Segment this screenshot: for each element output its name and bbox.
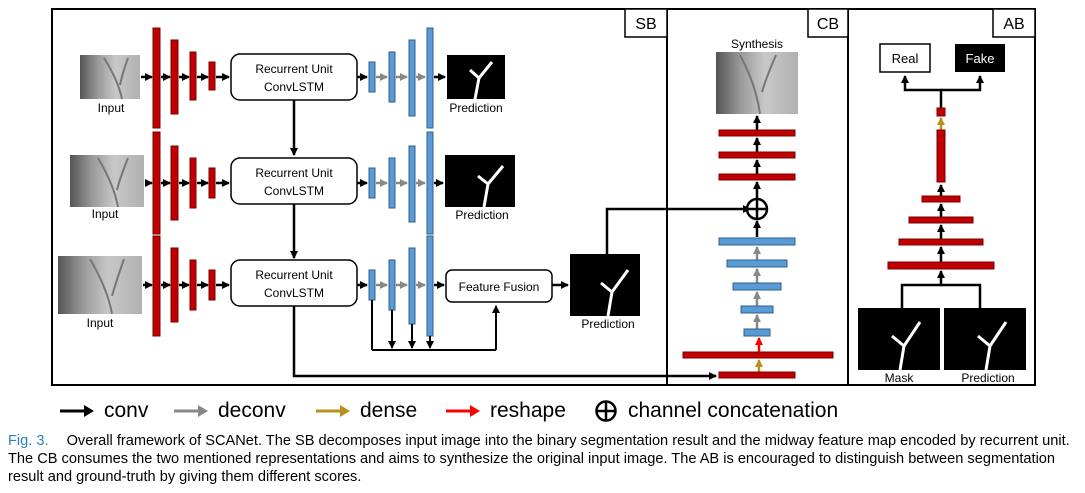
mask-label: Mask (885, 371, 915, 385)
framework-diagram: SB CB AB Input Recurrent Unit ConvLSTM P… (51, 8, 1036, 386)
sb-frame (51, 8, 668, 386)
legend-dense-label: dense (360, 399, 418, 422)
input-label-2: Input (92, 207, 119, 221)
synthesis-label: Synthesis (731, 37, 783, 51)
recurrent-unit-title-1: Recurrent Unit (255, 62, 333, 76)
legend-conv: conv (60, 396, 148, 426)
real-box (879, 43, 931, 73)
concat-symbol-icon (595, 400, 617, 422)
prediction-label-2: Prediction (455, 208, 508, 222)
recurrent-unit-sub-1: ConvLSTM (264, 80, 324, 94)
legend-conv-label: conv (104, 399, 149, 422)
synthesis-image (716, 52, 798, 114)
legend-deconv: deconv (174, 396, 286, 426)
caption-text: Overall framework of SCANet. The SB deco… (8, 433, 1070, 485)
fake-box (955, 44, 1005, 72)
fake-label: Fake (966, 51, 995, 66)
ab-frame (847, 8, 1036, 386)
cb-tag: CB (817, 16, 839, 33)
recurrent-unit-title-3: Recurrent Unit (255, 268, 333, 282)
input-image-1 (80, 55, 140, 99)
input-label-1: Input (98, 101, 125, 115)
legend-reshape-label: reshape (490, 399, 566, 422)
mask-image (858, 308, 940, 370)
feature-fusion-label: Feature Fusion (459, 280, 540, 294)
sb-tag: SB (635, 16, 656, 33)
sb-row-1: Input Recurrent Unit ConvLSTM Prediction (80, 27, 505, 129)
conv-arrow-icon (60, 405, 94, 417)
prediction-label-3: Prediction (581, 317, 634, 331)
prediction-label-1: Prediction (449, 101, 502, 115)
input-label-3: Input (87, 316, 114, 330)
legend-concat-label: channel concatenation (628, 399, 839, 422)
sb-row-2: Input Recurrent Unit ConvLSTM Prediction (70, 131, 515, 235)
dense-arrow-icon (316, 405, 350, 417)
real-label: Real (892, 51, 919, 66)
legend-deconv-label: deconv (218, 399, 286, 422)
deconv-arrow-icon (174, 405, 208, 417)
legend-dense: dense (316, 396, 417, 426)
sb-row-3: Input Recurrent Unit ConvLSTM Feature Fu… (58, 235, 640, 351)
ab-branch: Real Fake Mask Prediction (858, 43, 1026, 385)
recurrent-unit-sub-3: ConvLSTM (264, 286, 324, 300)
legend-concat: channel concatenation (594, 396, 838, 426)
recurrent-unit-title-2: Recurrent Unit (255, 166, 333, 180)
figure-caption: Fig. 3. Overall framework of SCANet. The … (8, 432, 1078, 486)
reshape-arrow-icon (446, 405, 480, 417)
ab-prediction-label: Prediction (961, 371, 1014, 385)
legend-reshape: reshape (446, 396, 566, 426)
prediction-image-2 (445, 155, 515, 207)
ab-tag: AB (1003, 16, 1024, 33)
input-image-2 (70, 155, 144, 207)
input-image-3 (58, 256, 142, 314)
figure-number: Fig. 3. (8, 433, 49, 449)
ab-prediction-image (944, 308, 1026, 370)
cb-branch: Synthesis (682, 37, 834, 379)
recurrent-unit-sub-2: ConvLSTM (264, 184, 324, 198)
legend: conv deconv dense reshape channel concat… (60, 396, 920, 426)
